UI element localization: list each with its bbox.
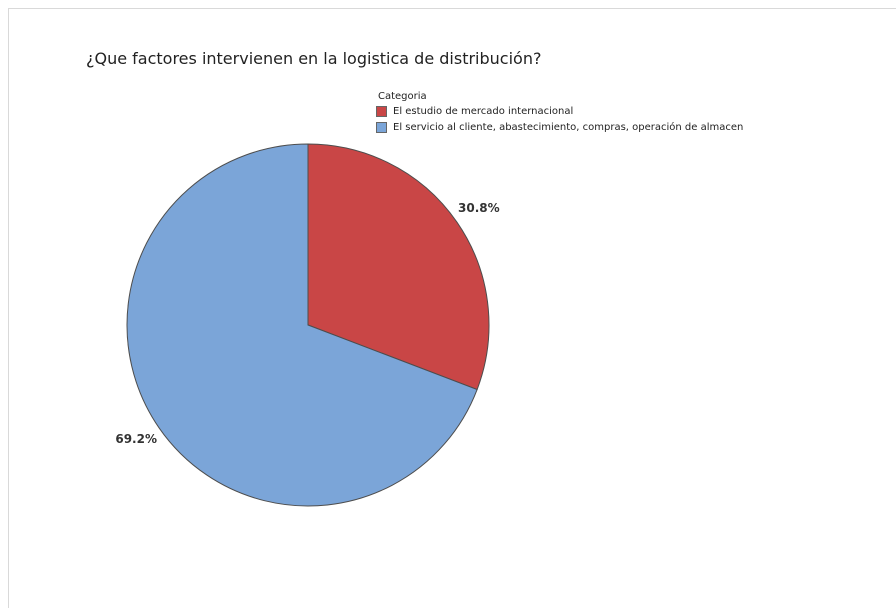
legend-title: Categoria <box>378 91 427 102</box>
legend-item-servicio-cliente: El servicio al cliente, abastecimiento, … <box>376 119 743 135</box>
slice-label-servicio-cliente: 69.2% <box>115 432 157 446</box>
legend-label-estudio-mercado: El estudio de mercado internacional <box>393 105 574 117</box>
legend-item-estudio-mercado: El estudio de mercado internacional <box>376 103 743 119</box>
pie-slice-estudio-mercado <box>307 143 490 391</box>
chart-title: ¿Que factores intervienen en la logistic… <box>86 49 542 68</box>
slice-label-estudio-mercado: 30.8% <box>458 201 500 215</box>
legend-label-servicio-cliente: El servicio al cliente, abastecimiento, … <box>393 121 744 133</box>
pie-slices <box>126 143 490 507</box>
legend: Categoria El estudio de mercado internac… <box>376 90 743 135</box>
legend-swatch-servicio-cliente <box>376 121 387 133</box>
pie-slice-servicio-cliente <box>126 143 478 507</box>
legend-swatch-estudio-mercado <box>376 105 387 117</box>
